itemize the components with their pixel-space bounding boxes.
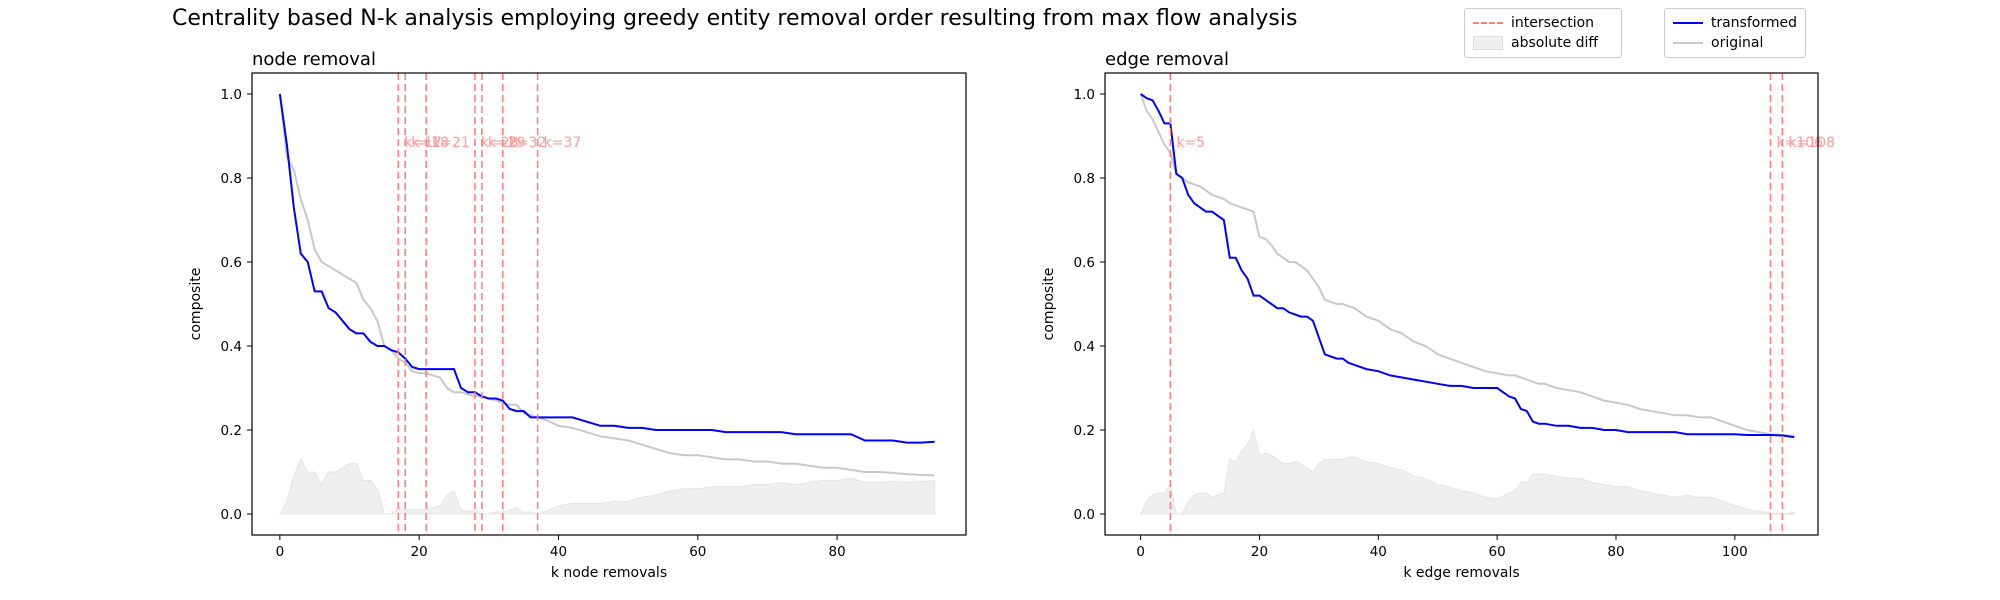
panel-1-x-tick-label: 40 [550, 544, 567, 560]
panel-1-y-tick-label: 0.6 [221, 255, 242, 271]
legend-series: transformed original [1664, 8, 1806, 58]
panel-1-y-axis-label: composite [188, 268, 204, 341]
panel-1-x-axis-label: k node removals [551, 565, 667, 581]
panel-2-intersection-label: k=106 [1776, 135, 1823, 151]
legend-item-absolute-diff: absolute diff [1473, 33, 1613, 53]
panel-1-intersection-label: k=21 [432, 135, 470, 151]
panel-1-y-tick-label: 0.4 [221, 339, 242, 355]
panel-1-x-tick-label: 20 [411, 544, 428, 560]
panel-1-y-tick-label: 0.2 [221, 423, 242, 439]
panel-2-x-axis-label: k edge removals [1403, 565, 1519, 581]
panel-1-intersection-label: k=32 [509, 135, 547, 151]
legend-intersection-diff: intersection absolute diff [1464, 8, 1622, 58]
legend-swatch [1673, 36, 1703, 50]
panel-2-axes-frame [1104, 72, 1819, 536]
panel-1-intersection-label: k=28 [481, 135, 519, 151]
legend-swatch [1473, 36, 1503, 50]
panel-2-x-tick-label: 20 [1251, 544, 1268, 560]
panel-1-x-tick-label: 60 [689, 544, 706, 560]
panel-1-series-original [278, 93, 935, 477]
legend-label: absolute diff [1511, 35, 1599, 51]
panel-1-intersection-label: k=18 [411, 135, 449, 151]
legend-label: transformed [1710, 15, 1797, 31]
panel-2-title: edge removal [1105, 49, 1229, 70]
panel-2-x-tick-label: 0 [1136, 544, 1145, 560]
panel-1-intersection-label: k=17 [404, 135, 442, 151]
legend-item-transformed: transformed [1673, 13, 1797, 33]
panel-1-series-transformed [278, 93, 935, 444]
panel-2-y-tick-label: 0.0 [1074, 507, 1095, 523]
panel-2-y-axis-label: composite [1041, 268, 1057, 341]
panel-1-y-tick-label: 0.0 [221, 507, 242, 523]
panel-2-y-tick-label: 1.0 [1074, 87, 1095, 103]
panel-2-intersection-label: k=108 [1788, 135, 1835, 151]
panel-2-y-tick-label: 0.4 [1074, 339, 1095, 355]
panel-2-absolute-diff-area [1139, 428, 1795, 515]
panel-2-x-tick-label: 80 [1607, 544, 1624, 560]
legend-item-original: original [1673, 33, 1797, 53]
panel-2-x-tick-label: 100 [1722, 544, 1748, 560]
panel-1-y-tick-label: 0.8 [221, 171, 242, 187]
panel-1-title: node removal [252, 49, 376, 70]
panel-2-intersection-label: k=5 [1176, 135, 1205, 151]
panel-1-axes-frame [251, 72, 967, 536]
panel-2-y-tick-label: 0.2 [1074, 423, 1095, 439]
panel-1-x-tick-label: 80 [829, 544, 846, 560]
legend-label: intersection [1511, 15, 1595, 31]
legend-item-intersection: intersection [1473, 13, 1613, 33]
panel-2-x-tick-label: 60 [1489, 544, 1506, 560]
panel-2-series-transformed [1140, 93, 1795, 439]
legend-swatch [1673, 16, 1703, 30]
panel-2-series-original [1139, 93, 1795, 437]
panel-1-intersection-label: k=29 [488, 135, 526, 151]
legend-swatch [1473, 16, 1503, 30]
figure-title: Centrality based N-k analysis employing … [172, 6, 1298, 31]
panel-1-y-tick-label: 1.0 [221, 87, 242, 103]
panel-2-y-tick-label: 0.8 [1074, 171, 1095, 187]
legend-label: original [1711, 35, 1764, 51]
panel-1-x-tick-label: 0 [276, 544, 285, 560]
panel-2-y-tick-label: 0.6 [1074, 255, 1095, 271]
panel-2-x-tick-label: 40 [1370, 544, 1387, 560]
panel-1-absolute-diff-area [279, 458, 936, 515]
panel-1-intersection-label: k=37 [544, 135, 582, 151]
